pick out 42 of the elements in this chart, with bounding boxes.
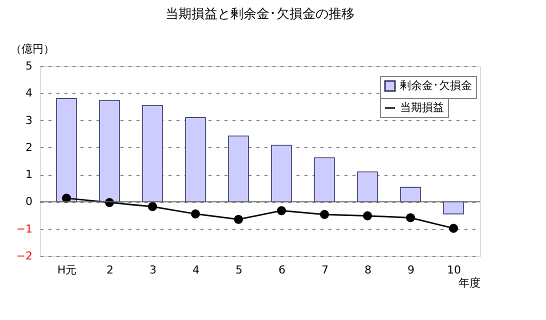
bar bbox=[56, 98, 77, 202]
legend-label: 当期損益 bbox=[400, 101, 444, 114]
point bbox=[448, 224, 458, 233]
x-tick-label: 2 bbox=[106, 264, 114, 276]
y-tick-label: −2 bbox=[16, 250, 32, 262]
x-tick-label: 3 bbox=[150, 264, 156, 276]
bar bbox=[271, 144, 292, 202]
point bbox=[276, 206, 286, 216]
point bbox=[406, 213, 416, 222]
x-tick-label: 9 bbox=[408, 264, 414, 276]
y-axis-title: （億円） bbox=[10, 42, 54, 56]
x-tick-label: 5 bbox=[236, 264, 242, 276]
x-tick-label: 7 bbox=[322, 264, 328, 276]
x-axis-title: 年度 bbox=[458, 276, 480, 290]
x-tick-label: 10 bbox=[447, 264, 461, 276]
bar bbox=[142, 104, 163, 202]
legend-label: 剰余金･欠損金 bbox=[400, 79, 472, 92]
y-tick-label: 1 bbox=[26, 168, 32, 182]
bar bbox=[357, 171, 378, 202]
x-tick-label: 8 bbox=[364, 264, 372, 276]
point bbox=[62, 194, 72, 203]
bar bbox=[99, 100, 120, 202]
chart-title: 当期損益と剰余金･欠損金の推移 bbox=[166, 7, 354, 22]
bar bbox=[314, 157, 335, 202]
y-tick-label: 2 bbox=[26, 140, 32, 154]
bar bbox=[400, 186, 421, 202]
bar bbox=[185, 117, 206, 202]
x-tick-label: 6 bbox=[278, 264, 286, 276]
x-tick-label: 4 bbox=[192, 264, 200, 276]
point bbox=[148, 202, 158, 212]
y-tick-label: 3 bbox=[26, 114, 32, 127]
point bbox=[234, 214, 244, 224]
y-tick-label: 5 bbox=[26, 60, 32, 72]
y-tick-label: 0 bbox=[26, 195, 32, 208]
y-tick-label: −1 bbox=[16, 222, 32, 236]
bar bbox=[443, 201, 464, 214]
point bbox=[362, 211, 372, 220]
point bbox=[190, 209, 200, 218]
y-tick-label: 4 bbox=[26, 86, 32, 100]
x-tick-label: H元 bbox=[57, 264, 77, 276]
point bbox=[320, 210, 330, 219]
bar bbox=[228, 136, 249, 202]
